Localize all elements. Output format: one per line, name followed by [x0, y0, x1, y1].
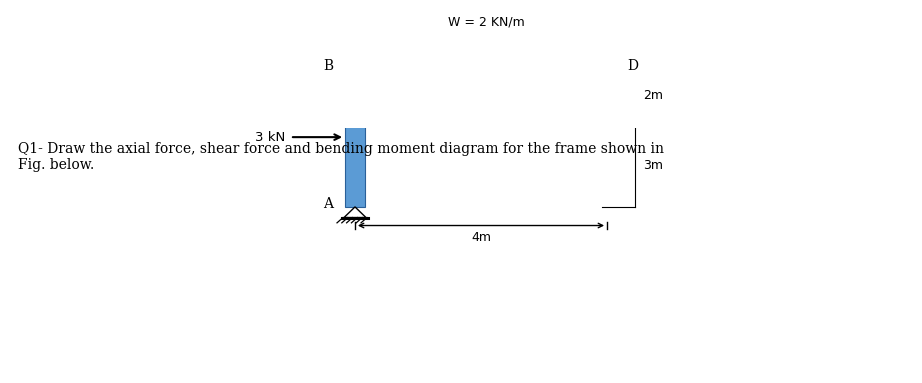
Polygon shape: [345, 61, 617, 74]
Text: 2m: 2m: [643, 89, 663, 102]
Text: B: B: [323, 59, 333, 73]
Text: 3 kN: 3 kN: [254, 131, 285, 144]
Polygon shape: [344, 207, 366, 218]
Text: D: D: [627, 59, 638, 73]
Text: 4m: 4m: [471, 231, 491, 244]
Polygon shape: [596, 57, 618, 67]
Polygon shape: [345, 67, 365, 207]
Text: 3m: 3m: [643, 159, 663, 172]
Text: Q1- Draw the axial force, shear force and bending moment diagram for the frame s: Q1- Draw the axial force, shear force an…: [18, 142, 664, 156]
Text: Fig. below.: Fig. below.: [18, 159, 94, 172]
Text: A: A: [323, 196, 333, 211]
Text: W = 2 KN/m: W = 2 KN/m: [447, 16, 525, 29]
